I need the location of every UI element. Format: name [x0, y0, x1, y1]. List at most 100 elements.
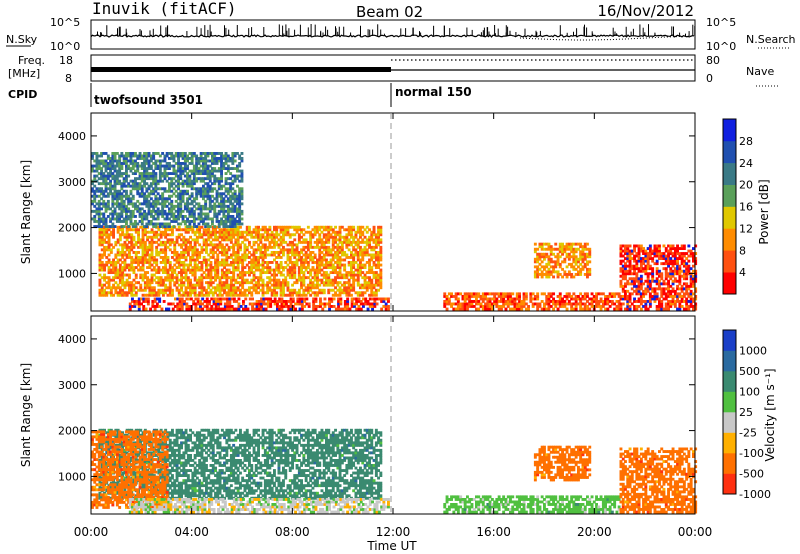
power-echo-cell	[374, 271, 378, 274]
power-echo-cell	[213, 174, 217, 178]
power-echo-cell	[295, 245, 299, 249]
power-echo-cell	[639, 307, 643, 311]
power-echo-cell	[128, 307, 132, 311]
power-echo-cell	[217, 192, 221, 196]
power-echo-cell	[556, 275, 560, 279]
power-echo-cell	[166, 271, 170, 274]
power-echo-cell	[286, 225, 290, 229]
power-echo-cell	[149, 167, 153, 170]
power-echo-cell	[91, 167, 94, 170]
power-echo-cell	[377, 233, 380, 237]
power-echo-cell	[463, 292, 467, 296]
power-echo-cell	[149, 192, 153, 196]
power-echo-cell	[579, 305, 583, 308]
power-echo-cell	[463, 305, 467, 308]
power-echo-cell	[297, 228, 301, 232]
power-echo-cell	[240, 194, 244, 198]
power-echo-cell	[150, 293, 154, 297]
power-echo-cell	[337, 307, 340, 311]
cpid-segment-2: normal 150	[395, 85, 472, 99]
power-echo-cell	[142, 305, 146, 308]
power-echo-cell	[177, 228, 181, 232]
power-echo-cell	[291, 261, 294, 264]
power-echo-cell	[484, 297, 487, 301]
power-echo-cell	[211, 217, 214, 221]
power-echo-cell	[552, 275, 555, 279]
power-echo-cell	[280, 307, 284, 311]
power-echo-cell	[610, 300, 614, 303]
power-echo-cell	[374, 276, 378, 280]
power-echo-cell	[263, 283, 267, 287]
power-echo-cell	[152, 172, 156, 175]
power-echo-cell	[105, 233, 109, 237]
power-echo-cell	[234, 230, 238, 234]
power-echo-cell	[97, 187, 101, 191]
power-echo-cell	[543, 242, 546, 246]
power-echo-cell	[178, 307, 182, 311]
power-echo-cell	[155, 291, 159, 295]
power-echo-cell	[556, 300, 560, 303]
power-echo-cell	[159, 276, 163, 280]
power-echo-cell	[186, 167, 189, 170]
power-echo-cell	[222, 204, 226, 208]
power-echo-cell	[220, 273, 224, 277]
power-echo-cell	[338, 263, 342, 267]
power-echo-cell	[309, 268, 313, 272]
power-echo-cell	[345, 238, 349, 242]
power-echo-cell	[240, 212, 244, 216]
power-echo-cell	[273, 268, 276, 272]
power-echo-cell	[243, 293, 247, 297]
power-echo-cell	[229, 288, 233, 292]
power-echo-cell	[365, 276, 369, 280]
power-echo-cell	[91, 169, 94, 173]
power-echo-cell	[211, 172, 214, 175]
power-echo-cell	[202, 238, 206, 242]
power-echo-cell	[190, 199, 194, 203]
power-echo-cell	[252, 288, 256, 292]
power-echo-cell	[170, 209, 174, 213]
power-echo-cell	[155, 297, 159, 301]
power-echo-cell	[579, 302, 583, 306]
power-echo-cell	[211, 233, 215, 237]
power-echo-cell	[639, 247, 643, 250]
power-echo-cell	[205, 291, 208, 295]
power-echo-cell	[233, 194, 237, 198]
power-echo-cell	[193, 283, 197, 287]
power-echo-cell	[149, 197, 153, 201]
power-echo-cell	[139, 240, 143, 244]
power-echo-cell	[152, 293, 156, 297]
power-echo-cell	[329, 266, 333, 269]
power-echo-cell	[238, 174, 242, 178]
power-echo-cell	[121, 278, 125, 282]
power-echo-cell	[536, 267, 540, 271]
power-echo-cell	[208, 302, 211, 306]
power-echo-cell	[202, 172, 205, 175]
power-echo-cell	[100, 177, 103, 181]
power-echo-cell	[370, 291, 374, 295]
power-echo-cell	[195, 283, 199, 287]
power-echo-cell	[320, 268, 324, 272]
power-echo-cell	[456, 300, 460, 303]
power-echo-cell	[319, 297, 322, 301]
power-echo-cell	[195, 159, 199, 163]
power-echo-cell	[361, 258, 365, 262]
power-echo-cell	[202, 162, 205, 165]
power-echo-cell	[350, 233, 353, 237]
power-echo-cell	[114, 253, 118, 257]
power-echo-cell	[123, 266, 127, 269]
power-echo-cell	[456, 305, 460, 308]
power-echo-cell	[231, 174, 235, 178]
power-echo-cell	[154, 225, 158, 228]
power-echo-cell	[180, 276, 183, 280]
power-echo-cell	[356, 263, 360, 267]
power-echo-cell	[370, 253, 374, 257]
power-echo-cell	[115, 217, 119, 221]
power-echo-cell	[556, 295, 560, 298]
power-echo-cell	[179, 194, 183, 198]
power-echo-cell	[338, 248, 342, 252]
power-echo-cell	[239, 235, 242, 239]
power-echo-cell	[137, 228, 140, 232]
power-echo-cell	[621, 272, 625, 276]
power-echo-cell	[216, 263, 220, 267]
power-echo-cell	[238, 197, 242, 201]
